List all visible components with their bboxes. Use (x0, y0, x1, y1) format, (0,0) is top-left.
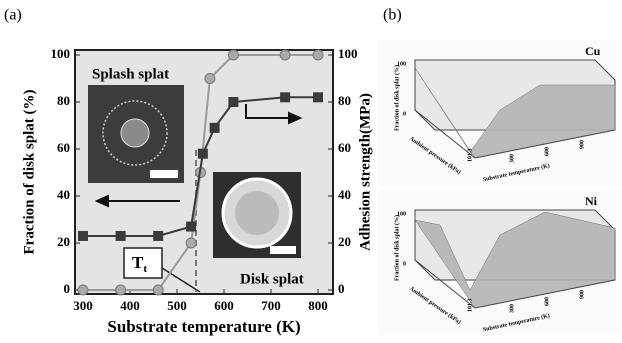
y2-tick-label: 80 (338, 93, 351, 108)
marker (280, 50, 290, 60)
z-axis-label: Fraction of disk splat (%) (393, 65, 400, 131)
annotation: Disk splat (240, 271, 304, 287)
splash-inset (88, 85, 184, 183)
marker (186, 238, 196, 248)
y-tick-label: 60 (57, 140, 70, 155)
x-tick-label: 800 (308, 298, 328, 313)
x-tick-label: 700 (261, 298, 281, 313)
subplot-title: Cu (585, 44, 601, 58)
annotation: T (132, 253, 144, 272)
marker (313, 92, 323, 102)
y2-tick-label: 20 (338, 234, 351, 249)
marker (280, 92, 290, 102)
x-tick-label: 300 (509, 304, 515, 313)
y2-tick-label: 40 (338, 187, 351, 202)
x-tick-label: 300 (509, 154, 515, 163)
y-tick-label: 101.3 (467, 299, 473, 313)
y-axis-label: Fraction of disk splat (%) (21, 89, 37, 254)
marker (78, 231, 88, 241)
disk-inset (213, 172, 301, 258)
y-tick-label: 80 (57, 93, 70, 108)
y2-axis-label: Adhesion strength(MPa) (357, 93, 373, 251)
x-tick-label: 400 (120, 298, 140, 313)
x-axis-label: Substrate temperature (K) (107, 317, 300, 336)
z-axis-label: Fraction of disk splat (%) (393, 215, 400, 281)
annotation: t (143, 263, 147, 275)
panel-label: (b) (383, 7, 402, 24)
marker (116, 231, 126, 241)
y-tick-label: 0 (64, 281, 71, 296)
x-tick-label: 500 (167, 298, 187, 313)
marker (116, 285, 126, 295)
x-tick-label: 600 (214, 298, 234, 313)
z-tick-label: 100 (397, 211, 406, 217)
z-tick-label: 100 (397, 61, 406, 67)
x-tick-label: 900 (579, 140, 585, 149)
annotation: Splash splat (92, 66, 169, 82)
panel-label: (a) (4, 7, 22, 24)
y-tick-label: 40 (57, 187, 70, 202)
marker (210, 123, 220, 133)
marker (228, 50, 238, 60)
marker (205, 74, 215, 84)
x-tick-label: 600 (544, 297, 550, 306)
subplot-title: Ni (585, 194, 598, 208)
marker (78, 285, 88, 295)
figure: (a) (b) Splash splat Disk splat Tt Cu Fra… (0, 0, 622, 343)
marker (186, 222, 196, 232)
marker (198, 149, 208, 159)
y-tick-label: 101.3 (467, 149, 473, 163)
marker (153, 285, 163, 295)
x-tick-label: 600 (544, 147, 550, 156)
marker (313, 50, 323, 60)
z-tick-label: 0 (403, 261, 406, 267)
x-tick-label: 900 (579, 290, 585, 299)
y-tick-label: 100 (51, 46, 71, 61)
marker (153, 231, 163, 241)
marker (228, 97, 238, 107)
y2-tick-label: 100 (338, 46, 358, 61)
x-tick-label: 300 (73, 298, 93, 313)
y2-tick-label: 60 (338, 140, 351, 155)
y2-tick-label: 0 (338, 281, 345, 296)
z-tick-label: 0 (403, 111, 406, 117)
y-tick-label: 20 (57, 234, 70, 249)
